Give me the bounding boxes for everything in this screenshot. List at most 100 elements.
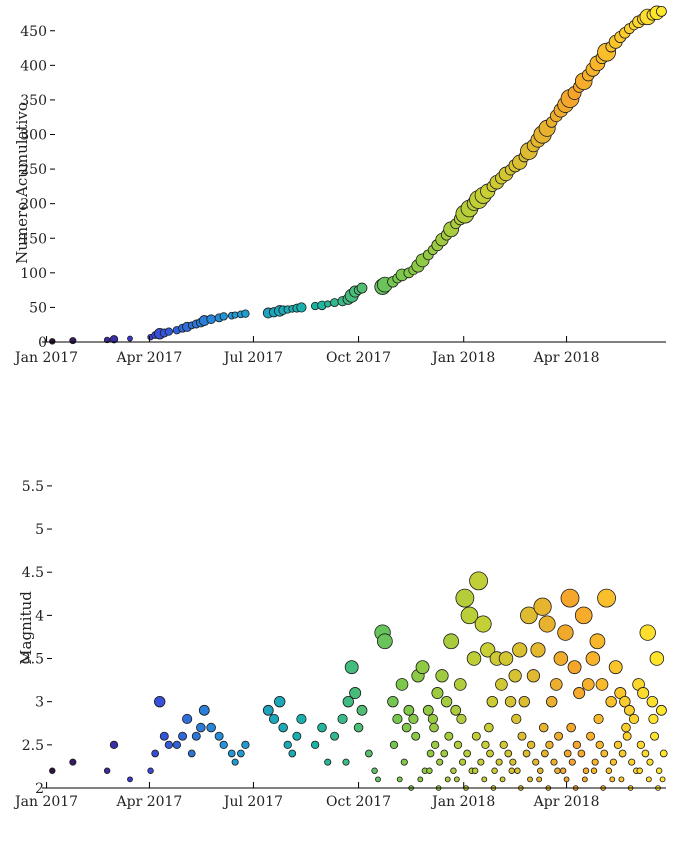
data-point bbox=[268, 713, 280, 725]
data-point bbox=[296, 713, 307, 725]
data-point bbox=[560, 588, 580, 608]
y-axis-title: Numero Acumulativo bbox=[13, 102, 31, 264]
data-point bbox=[444, 731, 454, 741]
magnitude-chart: Jan 2017 Apr 2017 Jul 2017 Oct 2017 Jan 2018… bbox=[13, 479, 668, 810]
data-point bbox=[426, 749, 435, 758]
data-point bbox=[605, 767, 613, 774]
data-point bbox=[389, 740, 399, 749]
data-point bbox=[460, 606, 479, 625]
data-point bbox=[444, 776, 451, 783]
data-point bbox=[443, 633, 460, 650]
y-tick-label: 400 bbox=[20, 58, 47, 74]
data-point bbox=[49, 338, 56, 345]
data-point bbox=[342, 758, 350, 766]
x-tick-label: Apr 2018 bbox=[533, 794, 600, 810]
data-point bbox=[371, 767, 378, 774]
data-point bbox=[600, 749, 609, 758]
data-point bbox=[563, 776, 570, 783]
data-point bbox=[422, 704, 434, 716]
data-point bbox=[512, 642, 528, 658]
y-tick-label: 3 bbox=[35, 695, 44, 711]
x-tick-label: Jul 2017 bbox=[222, 794, 283, 810]
magnitude-axes: Jan 2017 Apr 2017 Jul 2017 Oct 2017 Jan 2018… bbox=[13, 479, 666, 810]
data-point bbox=[520, 606, 538, 625]
data-point bbox=[568, 758, 576, 766]
data-point bbox=[481, 740, 490, 749]
data-point bbox=[440, 749, 449, 758]
data-point bbox=[453, 678, 467, 691]
data-point bbox=[356, 704, 368, 716]
data-point bbox=[330, 731, 340, 741]
data-point bbox=[545, 740, 554, 749]
data-point bbox=[353, 722, 364, 733]
data-point bbox=[187, 749, 196, 758]
data-point bbox=[324, 300, 332, 308]
data-point bbox=[103, 767, 111, 774]
data-point bbox=[147, 767, 154, 774]
data-point bbox=[581, 776, 588, 783]
x-tick-label: Oct 2017 bbox=[326, 350, 391, 366]
data-point bbox=[376, 633, 393, 650]
data-point bbox=[109, 335, 119, 344]
data-point bbox=[484, 722, 494, 733]
x-tick-label: Jul 2017 bbox=[222, 350, 283, 366]
data-point bbox=[453, 776, 460, 783]
data-point bbox=[536, 776, 543, 783]
data-point bbox=[659, 776, 666, 783]
data-point bbox=[597, 588, 616, 608]
y-tick-label: 5.5 bbox=[22, 479, 44, 495]
data-point bbox=[618, 776, 625, 783]
data-point bbox=[554, 731, 564, 741]
data-point bbox=[471, 731, 481, 741]
data-point bbox=[342, 695, 354, 708]
data-point bbox=[622, 731, 632, 741]
data-point bbox=[459, 758, 467, 766]
data-point bbox=[646, 758, 654, 766]
data-point bbox=[546, 695, 558, 708]
data-point bbox=[628, 713, 640, 725]
data-point bbox=[559, 767, 567, 774]
data-point bbox=[650, 731, 660, 741]
data-point bbox=[585, 651, 601, 666]
data-point bbox=[455, 588, 475, 608]
data-point bbox=[403, 704, 415, 716]
x-tick-label: Apr 2018 bbox=[533, 350, 600, 366]
data-point bbox=[401, 722, 412, 733]
data-point bbox=[567, 660, 582, 675]
data-point bbox=[517, 731, 527, 741]
cumulative-count-chart: Jan 2017 Apr 2017 Jul 2017 Oct 2017 Jan 2018… bbox=[13, 5, 667, 366]
y-tick-label: 300 bbox=[20, 128, 47, 144]
data-point bbox=[593, 713, 604, 725]
data-point bbox=[471, 767, 479, 774]
data-point bbox=[554, 767, 561, 774]
data-point bbox=[537, 767, 544, 774]
data-point bbox=[595, 740, 604, 749]
data-point bbox=[499, 776, 506, 783]
data-point bbox=[283, 740, 292, 749]
data-point bbox=[337, 713, 348, 725]
data-point bbox=[450, 767, 457, 774]
data-point bbox=[481, 776, 488, 783]
data-point bbox=[477, 758, 485, 766]
data-point bbox=[495, 678, 508, 691]
data-point bbox=[344, 660, 359, 675]
data-point bbox=[387, 695, 399, 708]
data-point bbox=[241, 309, 250, 318]
data-point bbox=[435, 669, 449, 683]
data-point bbox=[466, 651, 482, 666]
cumulative-points bbox=[49, 5, 667, 345]
data-point bbox=[586, 731, 596, 741]
y-tick-label: 450 bbox=[20, 24, 47, 40]
y-tick-label: 4 bbox=[35, 608, 44, 624]
data-point bbox=[49, 767, 56, 774]
data-point bbox=[456, 713, 467, 725]
data-point bbox=[509, 758, 517, 766]
data-point bbox=[440, 695, 453, 708]
x-tick-label: Jan 2018 bbox=[430, 794, 495, 810]
x-tick-label: Jan 2018 bbox=[430, 350, 495, 366]
data-point bbox=[486, 749, 494, 758]
data-point bbox=[613, 740, 623, 749]
data-point bbox=[231, 758, 239, 766]
data-point bbox=[219, 740, 228, 749]
data-point bbox=[504, 695, 517, 708]
